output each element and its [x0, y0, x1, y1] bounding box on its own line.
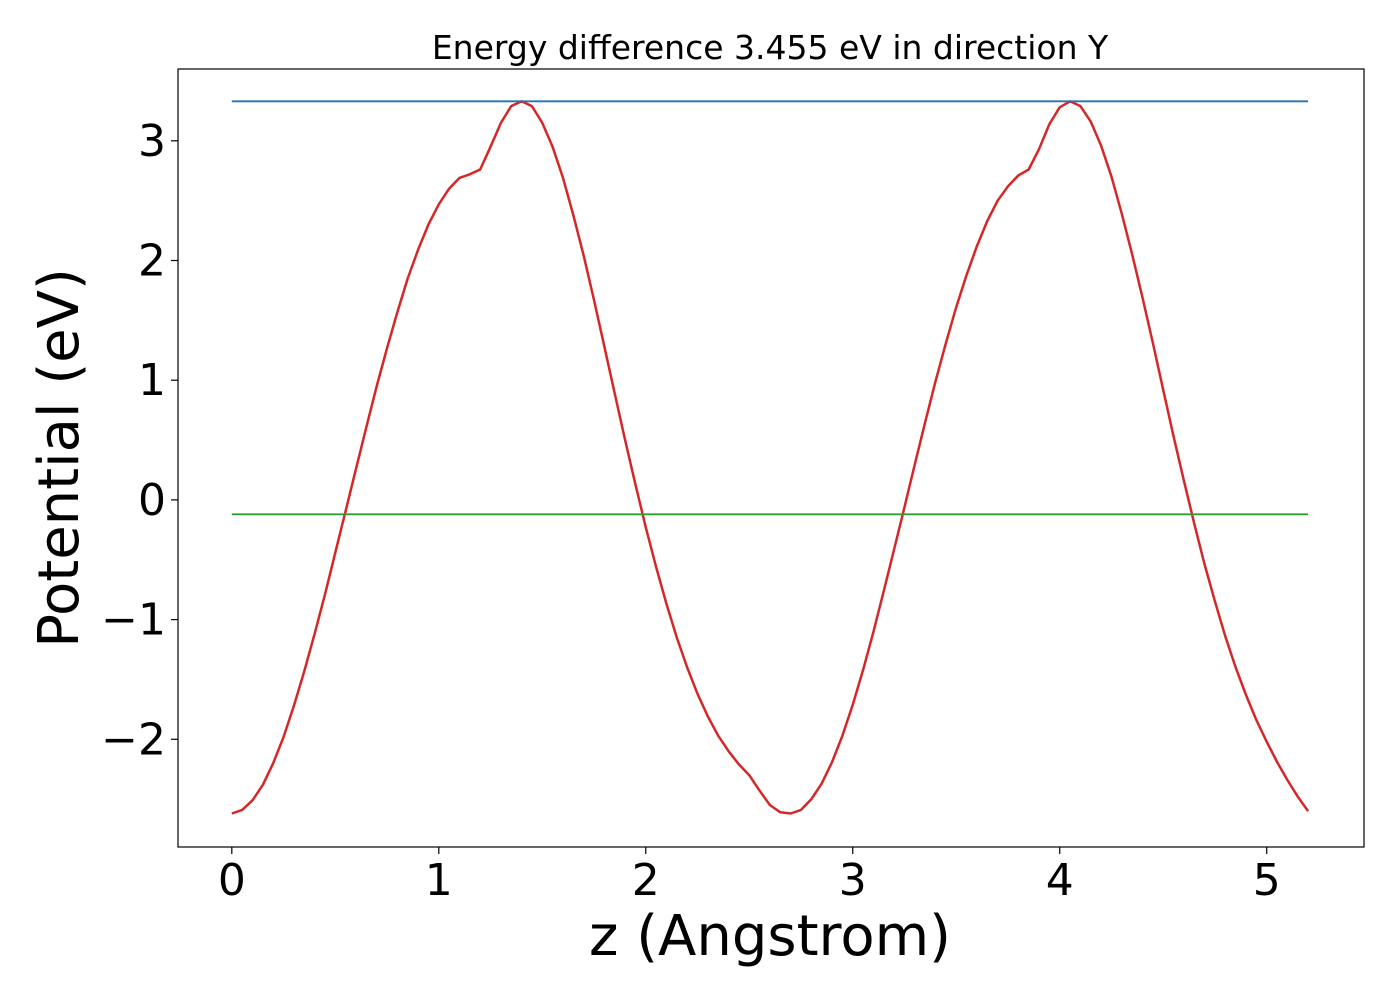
- x-tick-label: 2: [632, 855, 660, 906]
- y-tick-label: −2: [101, 714, 166, 765]
- y-axis-label: Potential (eV): [27, 268, 92, 648]
- y-axis: −2 −1 0 1 2 3: [101, 116, 178, 765]
- y-tick-label: −1: [101, 595, 166, 646]
- x-tick-label: 5: [1253, 855, 1281, 906]
- y-tick-label: 0: [138, 475, 166, 526]
- x-axis-label: z (Angstrom): [589, 904, 951, 969]
- plot-area: [231, 100, 1310, 815]
- x-axis: 0 1 2 3 4 5: [218, 847, 1281, 906]
- x-tick-label: 1: [425, 855, 453, 906]
- x-tick-label: 4: [1046, 855, 1074, 906]
- y-tick-label: 1: [138, 355, 166, 406]
- y-tick-label: 2: [138, 236, 166, 287]
- chart-title: Energy difference 3.455 eV in direction …: [432, 28, 1109, 67]
- series-line-0: [231, 100, 1310, 815]
- x-tick-label: 3: [839, 855, 867, 906]
- x-tick-label: 0: [218, 855, 246, 906]
- axes-frame: [177, 68, 1365, 848]
- y-tick-label: 3: [138, 116, 166, 167]
